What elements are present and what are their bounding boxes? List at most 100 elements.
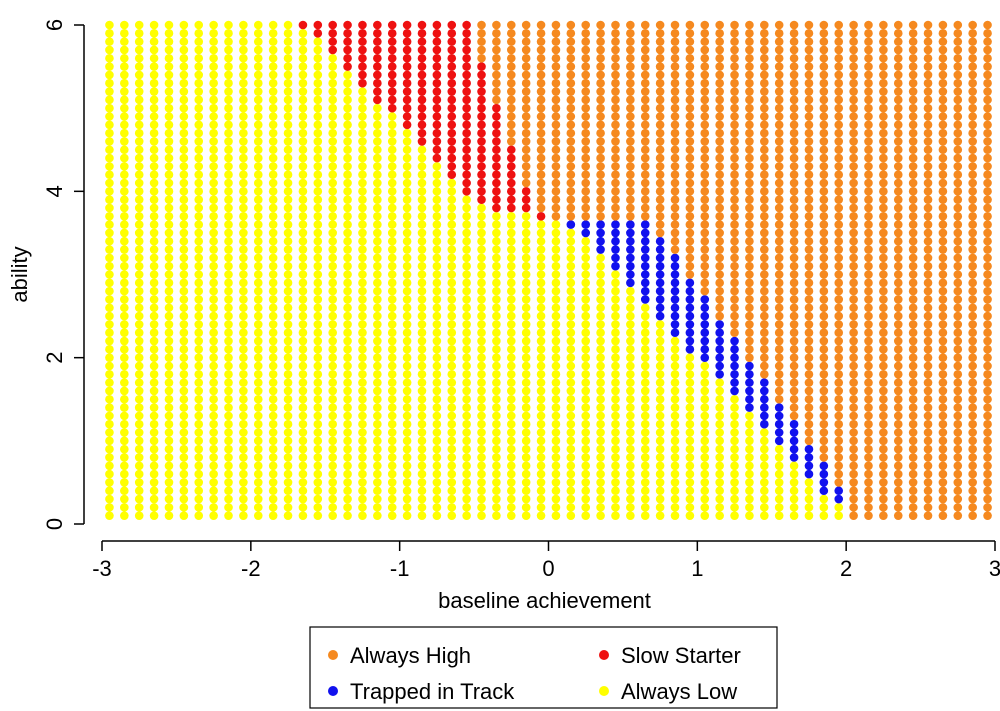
data-point [447,486,457,496]
data-point [268,153,278,163]
data-point [968,120,977,130]
data-point [462,320,471,329]
data-point [938,37,948,46]
data-point [700,386,710,396]
data-point [685,411,695,421]
data-point [983,95,992,105]
data-point [551,461,561,471]
data-point [373,187,382,196]
data-point [685,120,695,130]
data-point [298,211,308,221]
data-point [134,120,144,130]
data-point [521,37,531,46]
data-point [819,78,829,88]
data-point [536,336,546,346]
data-point [640,187,650,196]
data-point [596,345,605,354]
data-point [953,162,963,171]
data-point [655,270,665,279]
data-point [477,320,486,329]
data-point [685,370,695,379]
data-point [268,444,278,454]
data-point [700,37,710,46]
data-point [521,436,531,446]
data-point [536,62,546,71]
data-point [983,345,992,354]
data-point [685,112,695,121]
data-point [224,29,233,38]
data-point [611,295,620,304]
data-point [879,195,888,204]
data-point [506,37,516,46]
data-point [611,145,620,155]
data-point [745,53,754,63]
data-point [358,253,367,263]
data-point [849,37,858,46]
data-point [953,37,963,46]
data-point [209,170,218,179]
data-point [283,303,293,313]
data-point [164,178,174,188]
data-point [804,394,814,404]
data-point [596,53,605,63]
data-point [402,286,412,296]
data-point [462,270,471,279]
data-point [864,320,873,329]
data-point [908,145,918,155]
data-point [253,203,263,213]
data-point [938,45,948,55]
data-point [536,37,546,46]
data-point [417,261,427,271]
data-point [923,128,933,138]
data-point [209,370,218,379]
data-point [715,494,724,504]
data-point [268,295,278,304]
data-point [804,411,814,421]
data-point [923,95,933,105]
data-point [834,370,844,379]
data-point [506,436,516,446]
data-point [581,328,591,338]
data-point [209,436,218,446]
data-point [402,444,412,454]
data-point [120,170,129,179]
data-point [224,419,233,429]
data-point [164,394,174,404]
data-point [209,112,218,121]
data-point [760,178,769,188]
data-point [164,461,174,471]
data-point [432,261,442,271]
data-point [328,170,337,179]
data-point [313,403,323,412]
data-point [328,511,337,520]
data-point [224,187,233,196]
data-point [893,162,903,171]
data-point [715,29,724,38]
data-point [239,461,248,471]
data-point [224,286,233,296]
data-point [209,87,218,96]
data-point [715,461,724,471]
data-point [849,162,858,171]
data-point [566,178,576,188]
data-point [551,70,561,80]
data-point [417,370,427,379]
data-point [105,328,114,338]
data-point [432,270,442,279]
data-point [268,469,278,479]
data-point [268,261,278,271]
data-point [105,361,114,371]
data-point [447,145,457,155]
data-point [983,444,992,454]
data-point [730,486,739,496]
data-point [283,320,293,329]
data-point [670,112,680,121]
data-point [134,453,144,462]
data-point [715,245,724,254]
data-point [760,486,769,496]
data-point [387,503,397,512]
data-point [194,120,204,130]
data-point [611,112,620,121]
data-point [224,428,233,437]
data-point [387,95,397,105]
